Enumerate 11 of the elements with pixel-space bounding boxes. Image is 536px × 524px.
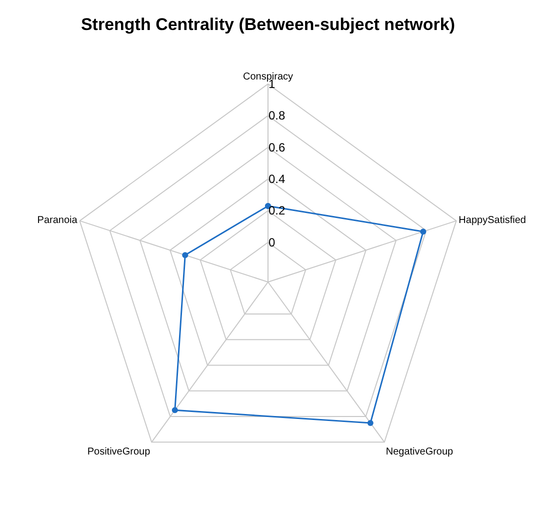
spoke-label: PositiveGroup: [87, 446, 151, 458]
y-tick-label: 0.2: [268, 204, 286, 218]
y-tick-label: 0.4: [268, 172, 286, 186]
y-tick-label: 0.6: [268, 140, 286, 154]
y-tick-label: 0: [268, 235, 276, 250]
spoke-label: NegativeGroup: [386, 446, 454, 458]
spoke-label: HappySatisfied: [458, 214, 526, 226]
y-tick-label: 0.8: [268, 108, 286, 123]
spoke-label: Conspiracy: [242, 72, 294, 82]
spoke-label: Paranoia: [37, 214, 78, 226]
chart-title: Strength Centrality (Between-subject network): [80, 15, 456, 34]
